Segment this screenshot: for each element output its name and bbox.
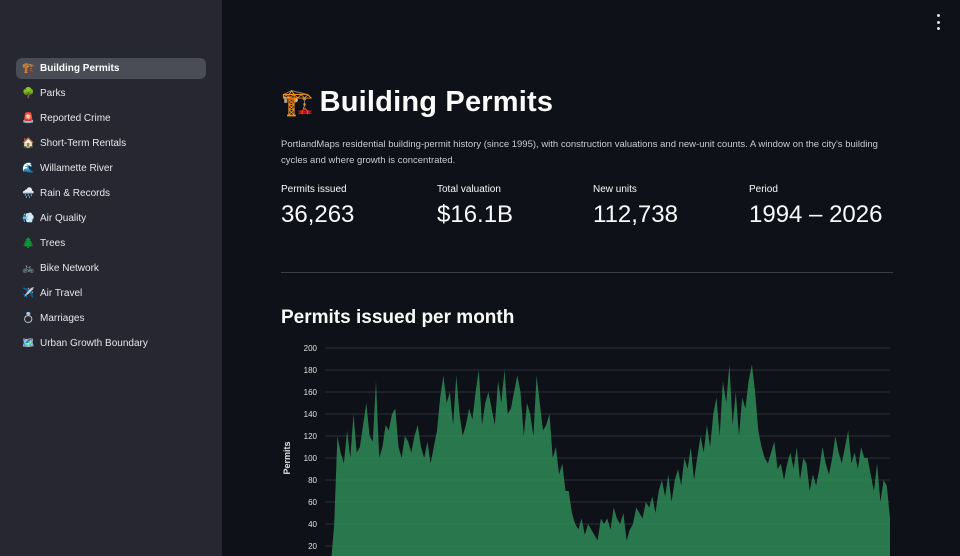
bicycle-icon: 🚲 [22,262,35,274]
metric-period: Period 1994 – 2026 [749,184,882,229]
y-tick-label: 80 [308,476,317,485]
sidebar-item-parks[interactable]: 🌳 Parks [16,83,206,104]
y-tick-label: 180 [304,366,318,375]
permits-area-chart: 20 40 60 80 100 120 140 160 180 200 Permits [282,344,890,556]
sidebar-nav: 🏗️ Building Permits 🌳 Parks 🚨 Reported Crime 🏠… [16,58,206,358]
rain-cloud-icon: 🌧️ [22,187,35,199]
metric-label: Permits issued [281,184,347,195]
y-axis-label: Permits [282,441,292,474]
wind-icon: 💨 [22,212,35,224]
y-tick-label: 20 [308,542,317,551]
main-menu-button[interactable] [934,14,942,30]
page-description: PortlandMaps residential building-permit… [281,139,878,166]
y-tick-label: 140 [304,410,318,419]
house-icon: 🏠 [22,137,35,149]
sidebar-item-air-quality[interactable]: 💨 Air Quality [16,208,206,229]
y-tick-label: 200 [304,344,318,353]
metric-value: 36,263 [281,201,355,228]
siren-icon: 🚨 [22,112,35,124]
map-icon: 🗺️ [22,337,35,349]
construction-crane-icon: 🏗️ [281,87,314,117]
y-tick-label: 60 [308,498,317,507]
sidebar-item-label: Reported Crime [40,113,111,124]
sidebar-item-label: Urban Growth Boundary [40,338,148,349]
sidebar-item-label: Air Travel [40,288,83,299]
ring-icon: 💍 [22,312,35,324]
sidebar-item-label: Willamette River [40,163,113,174]
section-divider [281,272,893,273]
menu-dot [936,27,940,30]
metric-total-valuation: Total valuation $16.1B [437,184,513,229]
y-tick-label: 120 [304,432,318,441]
metric-label: Period [749,184,778,195]
metric-value: $16.1B [437,201,514,228]
sidebar-item-label: Bike Network [40,263,99,274]
menu-dot [936,14,940,17]
airplane-icon: ✈️ [22,287,35,299]
metric-label: New units [593,184,637,195]
y-tick-label: 100 [304,454,318,463]
metric-label: Total valuation [437,184,501,195]
sidebar-item-reported-crime[interactable]: 🚨 Reported Crime [16,108,206,129]
metric-value: 1994 – 2026 [749,201,883,228]
metric-new-units: New units 112,738 [593,184,678,229]
menu-dot [936,20,940,24]
sidebar: 🏗️ Building Permits 🌳 Parks 🚨 Reported Crime 🏠… [0,0,222,556]
sidebar-item-label: Short-Term Rentals [40,138,127,149]
sidebar-item-label: Air Quality [40,213,87,224]
sidebar-item-bike-network[interactable]: 🚲 Bike Network [16,258,206,279]
metric-value: 112,738 [593,201,678,228]
tree-icon: 🌳 [22,87,35,99]
sidebar-item-marriages[interactable]: 💍 Marriages [16,308,206,329]
sidebar-item-label: Marriages [40,313,85,324]
sidebar-item-willamette-river[interactable]: 🌊 Willamette River [16,158,206,179]
y-tick-label: 40 [308,520,317,529]
sidebar-item-label: Building Permits [40,63,120,74]
sidebar-item-short-term-rentals[interactable]: 🏠 Short-Term Rentals [16,133,206,154]
sidebar-item-trees[interactable]: 🌲 Trees [16,233,206,254]
evergreen-tree-icon: 🌲 [22,237,35,249]
page-title: 🏗️ Building Permits [281,86,553,119]
permits-area-series [331,364,890,556]
page-title-text: Building Permits [319,86,554,118]
wave-icon: 🌊 [22,162,35,174]
sidebar-item-building-permits[interactable]: 🏗️ Building Permits [16,58,206,79]
sidebar-item-urban-growth-boundary[interactable]: 🗺️ Urban Growth Boundary [16,333,206,354]
metric-permits-issued: Permits issued 36,263 [281,184,354,229]
chart-title: Permits issued per month [281,307,515,328]
sidebar-item-rain-records[interactable]: 🌧️ Rain & Records [16,183,206,204]
sidebar-item-label: Trees [40,238,66,249]
sidebar-item-label: Rain & Records [40,188,111,199]
construction-crane-icon: 🏗️ [22,62,35,74]
sidebar-item-air-travel[interactable]: ✈️ Air Travel [16,283,206,304]
sidebar-item-label: Parks [40,88,66,99]
y-tick-label: 160 [304,388,318,397]
